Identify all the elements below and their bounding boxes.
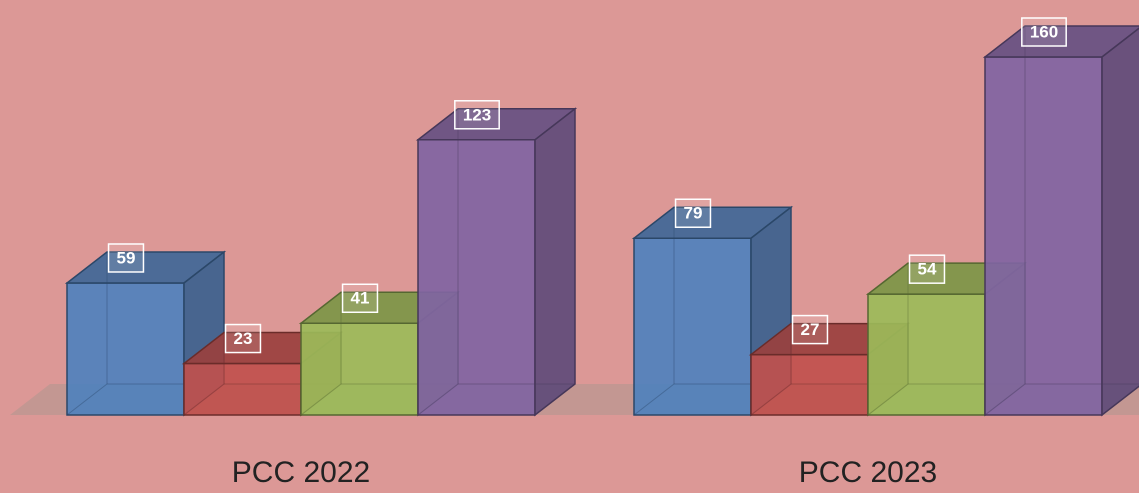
value-label-box xyxy=(341,283,379,314)
value-label-box xyxy=(908,254,946,284)
value-label: 27 xyxy=(791,314,829,345)
value-label-box xyxy=(107,243,145,273)
bar-edge xyxy=(984,383,1026,416)
value-label-text: 59 xyxy=(117,248,136,267)
value-label-box xyxy=(454,100,500,130)
bar-front xyxy=(66,282,185,416)
bar-front xyxy=(417,139,536,416)
bar-front xyxy=(633,237,752,416)
bar-front xyxy=(867,293,986,416)
bar-side xyxy=(534,107,576,417)
bar-edge xyxy=(417,383,459,416)
bar xyxy=(415,107,578,417)
bar-side xyxy=(1101,27,1139,417)
value-label-text: 123 xyxy=(463,105,491,124)
bar xyxy=(982,25,1139,417)
x-tick-label: PCC 2023 xyxy=(799,456,937,489)
bar-edge xyxy=(66,383,108,416)
value-label: 54 xyxy=(908,254,946,284)
value-label: 160 xyxy=(1021,17,1067,47)
bar-edge xyxy=(300,383,342,416)
bar-edge xyxy=(183,383,225,416)
value-label-text: 23 xyxy=(234,329,253,348)
value-label-box xyxy=(791,314,829,345)
value-label: 41 xyxy=(341,283,379,314)
value-label-text: 79 xyxy=(684,204,703,223)
value-label-text: 41 xyxy=(351,289,370,308)
bar-top xyxy=(982,25,1139,58)
value-label-text: 27 xyxy=(801,320,820,339)
bar-edge xyxy=(867,383,909,416)
x-tick-label: PCC 2022 xyxy=(232,456,370,489)
bar-edge xyxy=(633,383,675,416)
value-label: 123 xyxy=(454,100,500,130)
bar-front xyxy=(183,362,302,416)
value-label-box xyxy=(1021,17,1067,47)
bar-edge xyxy=(750,383,792,416)
value-label: 59 xyxy=(107,243,145,273)
value-label-text: 54 xyxy=(918,260,937,279)
value-label: 79 xyxy=(674,198,712,228)
value-label-box xyxy=(224,323,262,354)
value-label-box xyxy=(674,198,712,228)
bar-front xyxy=(750,353,869,416)
value-label-text: 160 xyxy=(1030,22,1058,41)
value-label: 23 xyxy=(224,323,262,354)
bar-front xyxy=(984,56,1103,416)
